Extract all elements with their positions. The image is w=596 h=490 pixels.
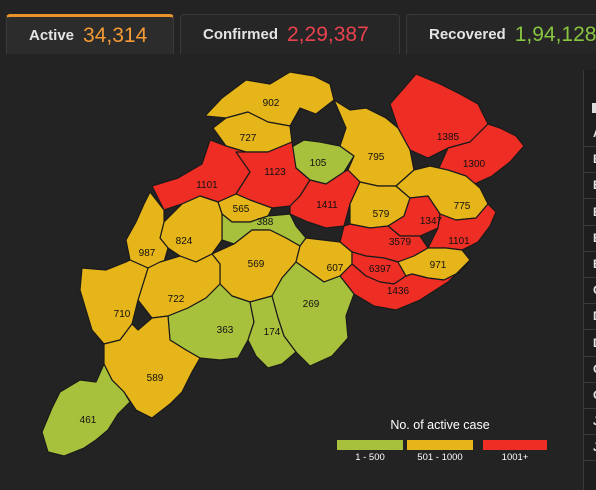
table-row-divider [584,329,596,331]
table-row-divider [584,146,596,147]
district-table-row-initial[interactable]: B [593,152,596,166]
tab-active[interactable]: Active 34,314 [6,14,174,54]
district-value-label: 6397 [369,264,392,275]
table-row-divider [584,172,596,174]
tab-confirmed-value: 2,29,387 [287,22,369,46]
table-row-divider [584,224,596,226]
tab-recovered[interactable]: Recovered 1,94,128 [406,14,596,54]
district-value-label: 579 [373,209,390,220]
district-table-row-initial[interactable]: B [593,231,596,245]
district-table-row-initial[interactable]: G [593,388,596,402]
legend-swatch-low [337,440,403,450]
district-value-label: 971 [430,260,447,271]
table-row-divider [584,408,596,409]
table-row-divider [584,198,596,200]
district-table-row-initial[interactable]: D [593,336,596,350]
district-value-label: 388 [257,217,274,228]
legend-label-low: 1 - 500 [355,452,385,463]
district-map: 902 727 1385 1300 105 795 1101 1123 565 1411 579 77… [41,71,525,457]
tab-recovered-value: 1,94,128 [514,22,596,46]
district-region[interactable] [247,295,297,369]
district-value-label: 722 [168,294,185,305]
district-value-label: 565 [233,204,250,215]
district-table-row-initial[interactable]: J [593,440,596,454]
district-value-label: 902 [263,98,280,109]
tab-active-value: 34,314 [83,23,148,47]
district-value-label: 1101 [448,236,470,247]
district-value-label: 1436 [387,286,410,297]
district-value-label: 1411 [316,200,338,211]
district-value-label: 1101 [196,180,218,191]
legend-title: No. of active case [390,418,490,432]
tab-active-label: Active [29,27,75,44]
district-value-label: 607 [327,263,344,274]
district-value-label: 775 [454,201,471,212]
district-table-row-initial[interactable]: D [593,309,596,323]
district-value-label: 105 [310,158,327,169]
legend-swatch-mid [407,440,473,450]
district-value-label: 1123 [264,167,286,178]
tab-confirmed-label: Confirmed [203,26,278,43]
tab-recovered-label: Recovered [429,26,506,43]
district-value-label: 1347 [420,216,443,227]
district-value-label: 727 [240,133,257,144]
table-row-divider [584,355,596,357]
table-row-divider [584,381,596,383]
district-value-label: 987 [139,248,156,259]
table-row-divider [584,460,596,462]
district-value-label: 363 [217,325,234,336]
district-region[interactable] [41,363,131,457]
district-value-label: 569 [248,259,265,270]
district-value-label: 3579 [389,237,412,248]
district-table-panel [583,70,596,490]
district-table-row-initial[interactable]: B [593,178,596,192]
tab-confirmed[interactable]: Confirmed 2,29,387 [180,14,400,54]
legend-label-mid: 501 - 1000 [417,452,463,463]
district-value-label: 795 [368,152,385,163]
district-table-row-initial[interactable]: A [593,126,596,140]
stat-tabs: Active 34,314 Confirmed 2,29,387 Recover… [0,0,596,60]
district-value-label: 174 [264,327,281,338]
district-value-label: 824 [176,236,193,247]
district-table-row-initial[interactable]: G [593,362,596,376]
table-row-divider [584,303,596,305]
legend-swatch-high [483,440,547,450]
district-value-label: 461 [80,415,97,426]
table-row-divider [584,250,596,252]
legend-label-high: 1001+ [501,452,529,463]
district-table-row-initial[interactable]: J [593,414,596,428]
district-region[interactable] [339,259,471,311]
district-value-label: 1385 [437,132,460,143]
table-row-divider [584,434,596,436]
district-value-label: 710 [114,309,131,320]
district-value-label: 269 [303,299,320,310]
district-value-label: 589 [147,373,164,384]
district-table-row-initial[interactable]: B [593,257,596,271]
district-value-label: 1300 [463,159,486,170]
district-table-row-initial[interactable]: C [593,283,596,297]
district-table-row-initial[interactable]: B [593,205,596,219]
table-row-divider [584,277,596,278]
table-header-marker [592,103,596,113]
